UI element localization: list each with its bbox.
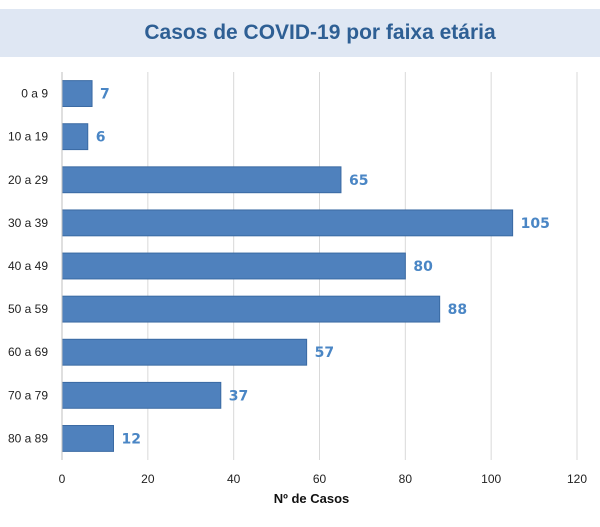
labels: 0 20 40 60 80 100 120 0 a 9 7 10 a 19 6 20 a 29 65 30… [8, 87, 587, 486]
category-label-3: 30 a 39 [8, 216, 48, 230]
category-label-2: 20 a 29 [8, 173, 48, 187]
category-label-5: 50 a 59 [8, 302, 48, 316]
data-label-4: 80 [413, 259, 433, 275]
category-label-4: 40 a 49 [8, 259, 48, 273]
x-axis-title: Nº de Casos [274, 491, 350, 506]
data-label-0: 7 [100, 87, 110, 103]
data-label-6: 57 [315, 345, 334, 361]
x-tick-label-5: 100 [481, 472, 501, 486]
chart-title: Casos de COVID-19 por faixa etária [144, 21, 496, 44]
bars [61, 80, 514, 452]
x-tick-label-0: 0 [59, 472, 66, 486]
bar-8 [61, 425, 114, 452]
x-tick-label-3: 60 [313, 472, 327, 486]
data-label-2: 65 [349, 173, 368, 189]
data-label-8: 12 [122, 431, 141, 447]
bar-5 [61, 295, 441, 323]
category-label-7: 70 a 79 [8, 388, 48, 402]
data-label-7: 37 [229, 388, 248, 404]
x-tick-label-4: 80 [399, 472, 413, 486]
x-tick-label-2: 40 [227, 472, 241, 486]
bar-2 [61, 166, 342, 194]
x-tick-label-1: 20 [141, 472, 155, 486]
data-label-3: 105 [521, 216, 550, 232]
bar-3 [61, 209, 514, 237]
category-label-0: 0 a 9 [21, 87, 48, 101]
x-tick-label-6: 120 [567, 472, 587, 486]
bar-0 [61, 80, 93, 107]
category-label-1: 10 a 19 [8, 130, 48, 144]
title-banner: Casos de COVID-19 por faixa etária [0, 9, 600, 57]
bar-7 [61, 381, 222, 409]
category-label-8: 80 a 89 [8, 431, 48, 445]
data-label-5: 88 [448, 302, 467, 318]
bar-4 [61, 252, 406, 280]
bar-1 [61, 123, 89, 151]
category-label-6: 60 a 69 [8, 345, 48, 359]
bar-6 [61, 338, 308, 366]
data-label-1: 6 [96, 130, 106, 146]
